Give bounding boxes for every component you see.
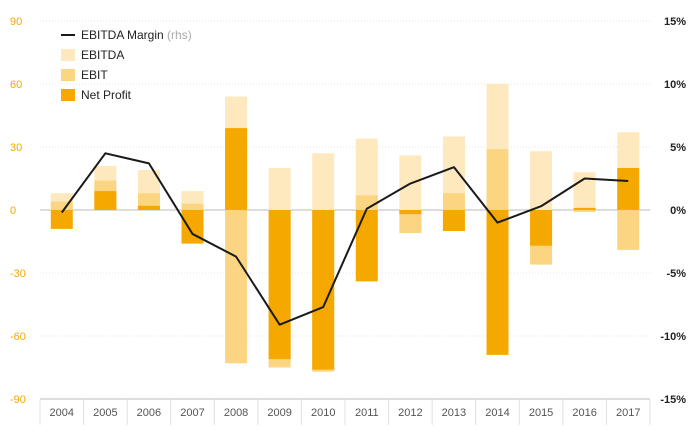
tick-label-right: 5% [670, 142, 686, 154]
tick-label-left: 60 [10, 79, 22, 91]
tick-label-x: 2012 [398, 407, 422, 419]
bar-ebit [225, 210, 248, 364]
bar-ebit [442, 193, 465, 210]
bar-ebitda [312, 153, 335, 210]
tick-label-x: 2014 [485, 407, 509, 419]
bar-ebitda [268, 168, 291, 210]
legend-label: EBITDA [81, 48, 124, 62]
tick-label-right: 0% [670, 205, 686, 217]
bar-ebit [486, 149, 509, 210]
tick-label-right: 10% [664, 79, 686, 91]
bar-ebitda [530, 151, 553, 210]
bar-ebit [50, 201, 73, 210]
tick-label-x: 2013 [442, 407, 466, 419]
tick-label-left: -60 [10, 331, 26, 343]
bar-net-profit [442, 210, 465, 231]
gridlines [40, 20, 650, 400]
legend-swatch [61, 89, 75, 101]
tick-label-x: 2016 [572, 407, 596, 419]
bar-net-profit [312, 210, 335, 370]
tick-label-left: 0 [10, 205, 16, 217]
tick-label-right: -10% [660, 331, 686, 343]
right-axis: 15% 10% 5% 0% -5% -10% -15% [660, 16, 686, 406]
legend-label: EBIT [81, 68, 108, 82]
tick-label-left: -30 [10, 268, 26, 280]
left-axis: 90 60 30 0 -30 -60 -90 [10, 16, 26, 406]
bar-net-profit [486, 210, 509, 355]
bar-net-profit [530, 210, 553, 246]
tick-label-right: -15% [660, 394, 686, 406]
tick-label-x: 2006 [137, 407, 161, 419]
tick-label-x: 2010 [311, 407, 335, 419]
bar-ebitda [355, 138, 378, 210]
bars [50, 84, 640, 372]
bar-net-profit [355, 210, 378, 282]
tick-label-right: -5% [666, 268, 686, 280]
tick-label-x: 2008 [224, 407, 248, 419]
bar-net-profit [137, 205, 160, 210]
tick-label-left: 30 [10, 142, 22, 154]
bar-ebit [573, 210, 596, 213]
bar-net-profit [225, 128, 248, 210]
tick-label-x: 2011 [355, 407, 379, 419]
bar-net-profit [268, 210, 291, 360]
bar-net-profit [399, 210, 422, 215]
tick-label-left: -90 [10, 394, 26, 406]
legend-swatch [61, 69, 75, 81]
bar-ebitda [442, 136, 465, 210]
bar-ebit [399, 210, 422, 234]
x-axis: 2004 2005 2006 2007 2008 2009 2010 2011 2012 2013… [39, 398, 651, 425]
tick-label-x: 2015 [529, 407, 553, 419]
bar-net-profit [94, 191, 117, 210]
tick-label-left: 90 [10, 16, 22, 28]
bar-net-profit [181, 210, 204, 244]
tick-label-x: 2007 [180, 407, 204, 419]
legend-label: EBITDA Margin (rhs) [81, 28, 192, 42]
tick-label-x: 2004 [50, 407, 74, 419]
line-ebitda-margin [60, 152, 629, 326]
bar-ebit [617, 210, 640, 250]
tick-label-x: 2009 [267, 407, 291, 419]
legend-label: Net Profit [81, 88, 132, 102]
bar-net-profit [573, 207, 596, 210]
tick-label-x: 2005 [93, 407, 117, 419]
bar-ebit [181, 203, 204, 210]
legend: EBITDA Margin (rhs) EBITDA EBIT Net Profit [61, 28, 192, 102]
bar-net-profit [617, 168, 640, 210]
tick-label-x: 2017 [616, 407, 640, 419]
legend-swatch [61, 49, 75, 61]
tick-label-right: 15% [664, 16, 686, 28]
margin-line [60, 152, 629, 326]
bar-net-profit [50, 210, 73, 229]
legend-label-note: (rhs) [164, 28, 192, 42]
